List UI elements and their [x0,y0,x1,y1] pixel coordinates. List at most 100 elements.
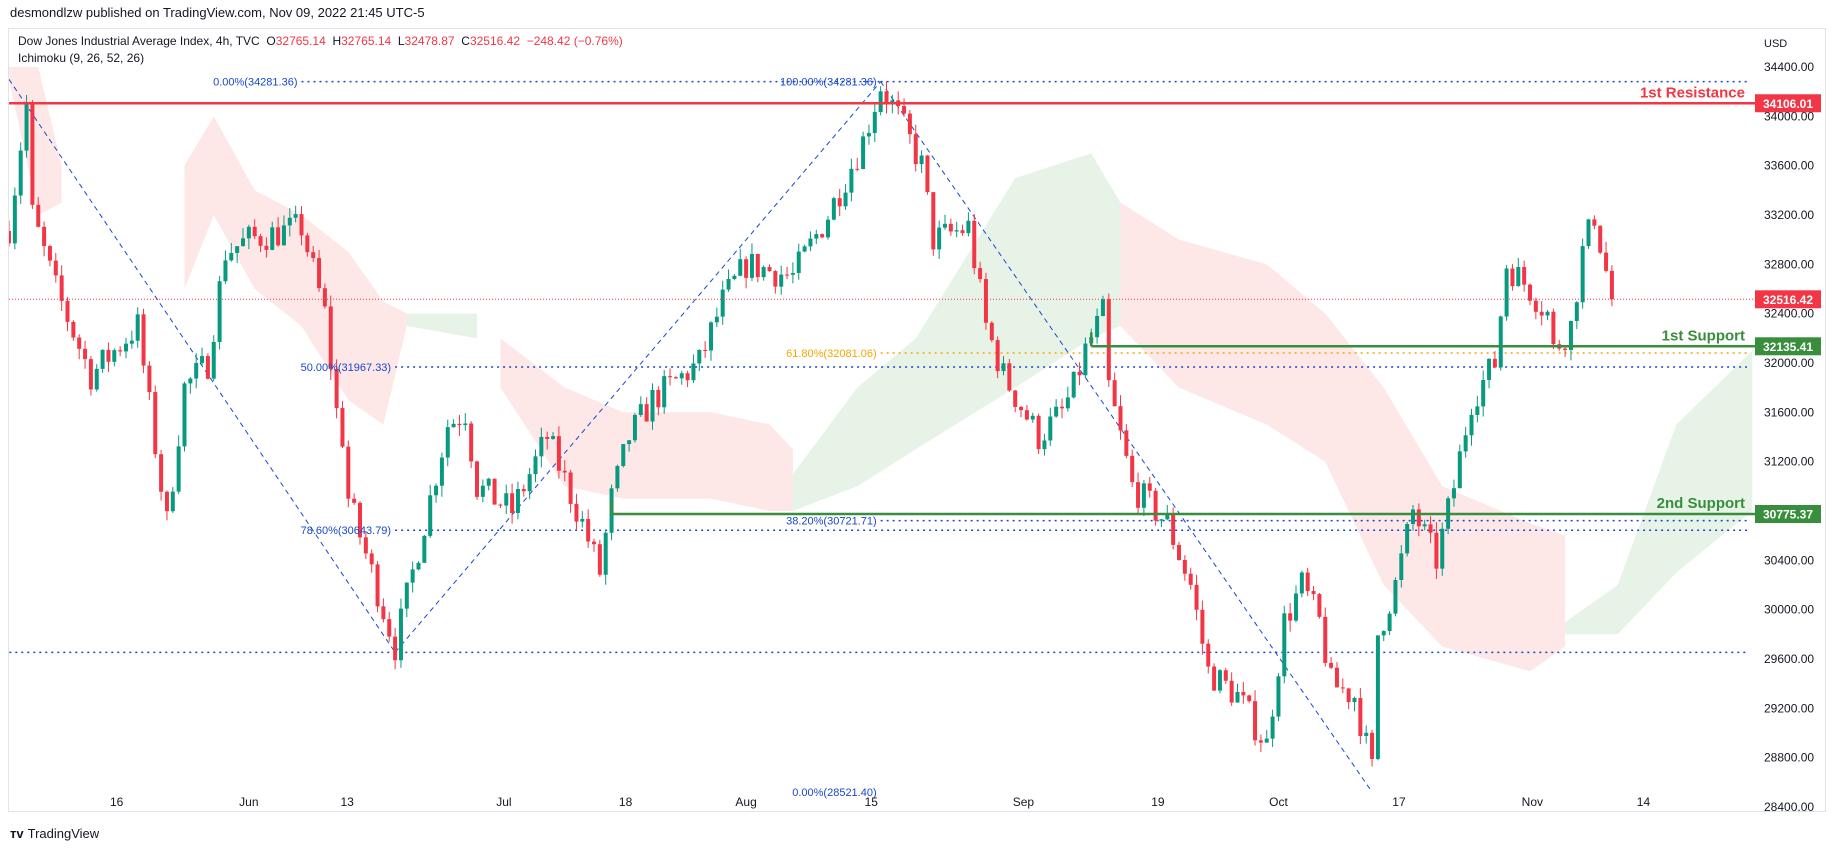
footer-brand[interactable]: TradingView [27,826,100,841]
candle [1177,541,1181,561]
candle [1393,577,1398,617]
candle [515,481,520,520]
candle [1294,585,1298,623]
candle [159,449,164,501]
candle-body [673,377,678,379]
candle-body [1416,509,1421,527]
y-tick-label: 30000.00 [1764,603,1814,617]
candle-body [1171,514,1176,545]
y-tick-label: 32800.00 [1764,257,1814,271]
fib-level-label: 0.00%(28521.40) [792,787,876,799]
candle [673,376,678,379]
candle-body [434,485,439,496]
candle-body [1188,573,1193,585]
candle-body [592,541,596,545]
candle [551,432,556,440]
candle [510,483,515,524]
candle [1528,283,1532,306]
candle-body [1136,482,1141,508]
candle [1387,611,1392,636]
candle [1147,477,1152,498]
candle [1077,362,1082,386]
candle-body [451,423,456,428]
candle [305,232,310,257]
candle-body [785,274,790,276]
candle [340,400,345,449]
candle [662,370,667,414]
candle-body [632,414,637,441]
candle [1317,592,1322,619]
candle [1533,297,1538,320]
candle-body [808,238,813,247]
candle [796,243,801,280]
indicator-ichimoku[interactable]: Ichimoku (9, 26, 52, 26) [18,51,145,65]
candle [457,414,462,436]
candle [1545,309,1550,321]
candle [978,261,983,283]
candle-body [1100,299,1105,316]
candle [533,449,538,483]
candle [1475,395,1480,423]
candle-body [1551,311,1556,345]
candle-body [1481,379,1486,407]
candle-body [603,532,608,575]
candle-body [773,271,778,287]
support-2-price-tag-bg [1755,505,1821,524]
candle-body [71,321,76,338]
candle [498,503,503,509]
candle-body [820,234,825,238]
fib-level-label: 50.00%(31967.33) [301,362,392,374]
candle-body [545,436,550,439]
candle [200,347,205,367]
candle [1469,408,1474,446]
candle [931,191,936,256]
candle [1481,370,1486,417]
candle [966,212,971,237]
candle [685,370,690,388]
candle [580,511,585,528]
candle [1358,687,1363,744]
candle-body [404,582,409,609]
candle [71,320,76,341]
candle-body [1182,559,1187,574]
candle [1136,472,1141,516]
chart-frame [8,28,1826,812]
candle [422,534,427,563]
candle-body [211,341,216,379]
candle-body [1095,315,1100,338]
candle-body [1522,266,1527,285]
candle-body [1440,528,1445,569]
candle [592,538,596,552]
candle [603,530,608,585]
candle [861,131,866,170]
candle-body [416,562,421,570]
candle [1463,426,1468,458]
candle-body [346,446,351,499]
candle [983,272,988,330]
x-tick-label: Oct [1269,795,1288,809]
candle [188,376,193,394]
candle [814,229,819,245]
candle-body [679,373,684,379]
candle-body [1042,440,1047,450]
candle [1370,729,1375,767]
candle [1510,264,1515,291]
candle-body [241,238,245,247]
candle-body [650,389,655,422]
candle [1065,386,1070,412]
candle [504,484,509,515]
candle-body [428,495,433,536]
candle [270,221,275,251]
candle-body [1258,740,1263,743]
candle-body [1223,670,1228,681]
candle-body [1352,698,1357,703]
candle-body [1036,415,1041,450]
candle-body [556,436,561,471]
candle [855,157,860,172]
candle-body [1288,613,1293,621]
candle [352,493,357,505]
candle [1241,681,1246,704]
candle [9,220,11,247]
candle-body [1598,225,1603,253]
